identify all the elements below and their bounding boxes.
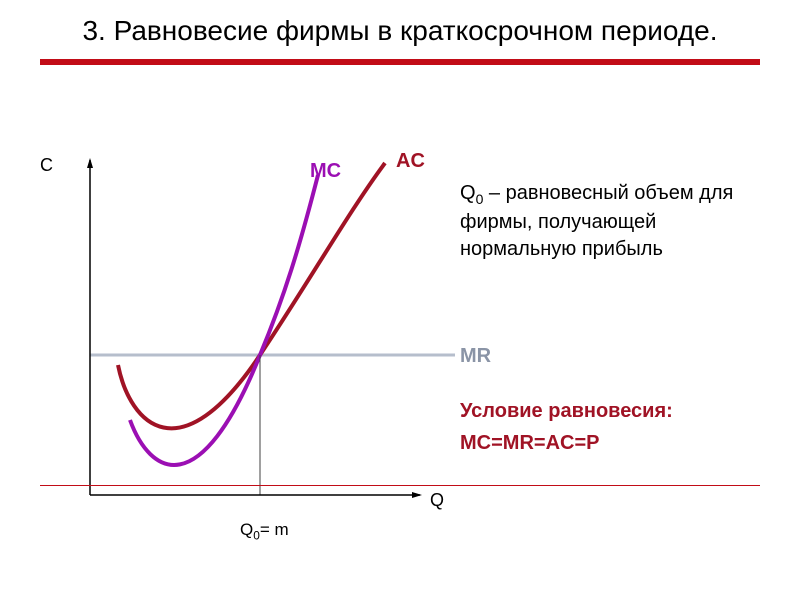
title-underline xyxy=(40,59,760,65)
mc-label: MC xyxy=(310,160,341,183)
slide-title: 3. Равновесие фирмы в краткосрочном пери… xyxy=(0,0,800,47)
equilibrium-condition: Условие равновесия: MC=MR=AC=P xyxy=(460,395,770,459)
mc-curve xyxy=(130,175,318,465)
ac-curve xyxy=(118,163,385,428)
x-axis-label: Q xyxy=(430,490,444,511)
condition-title: Условие равновесия: xyxy=(460,395,770,427)
q0-label: Q0= m xyxy=(240,520,289,542)
y-axis-label: C xyxy=(40,155,53,176)
y-axis-arrow xyxy=(87,158,93,168)
chart-area xyxy=(60,155,440,515)
mr-label: MR xyxy=(460,345,491,368)
bottom-rule xyxy=(40,485,760,486)
description-text: Q0 – равновесный объем для фирмы, получа… xyxy=(460,180,770,263)
chart-svg xyxy=(60,155,460,525)
condition-formula: MC=MR=AC=P xyxy=(460,427,770,459)
x-axis-arrow xyxy=(412,492,422,498)
ac-label: AC xyxy=(396,150,425,173)
